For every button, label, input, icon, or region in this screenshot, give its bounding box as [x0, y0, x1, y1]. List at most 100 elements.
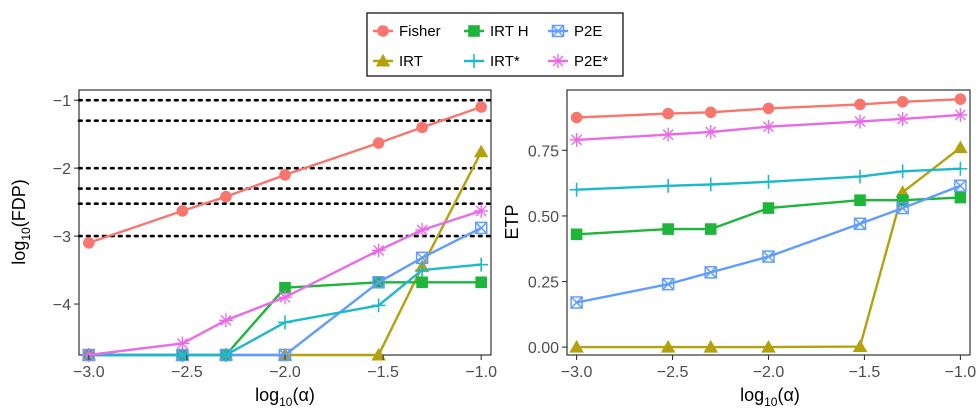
etp-series-irt-h: [570, 191, 967, 241]
etp-point-irt-h: [896, 194, 909, 206]
fdp-point-p2e-star: [278, 290, 292, 305]
etp-series-p2e: [570, 179, 967, 309]
fdp-point-p2e-star: [175, 336, 190, 351]
etp-point-irt: [953, 140, 968, 154]
fdp-series-irt-star: [81, 257, 489, 362]
etp-point-p2e-star: [761, 119, 776, 134]
etp-point-irt: [703, 339, 718, 353]
fdp-point-fisher: [372, 137, 385, 149]
fdp-point-irt-star: [278, 315, 292, 330]
fdp-y-axis-title: log10(FDP): [9, 179, 33, 264]
etp-panel: −3.0 −2.5 −2.0 −1.5 −1.0 0.00 0.25 0.50 0.75 lo…: [502, 89, 976, 409]
fdp-plot-frame: [78, 89, 492, 356]
etp-point-fisher: [570, 111, 583, 124]
etp-y-tick-label: 0.00: [528, 340, 559, 357]
etp-point-irt-star: [761, 174, 776, 189]
etp-point-fisher: [896, 96, 909, 108]
fdp-series: [81, 101, 489, 362]
etp-point-p2e-star: [703, 125, 718, 139]
fdp-y-ticks: −4 −3 −2 −1: [53, 93, 79, 314]
fdp-x-tick-label: −2.5: [171, 364, 203, 381]
etp-point-p2e: [570, 296, 583, 309]
etp-x-tick-label: −2.5: [657, 364, 689, 381]
legend-key-marker: [551, 54, 565, 68]
etp-series-irt: [569, 140, 968, 353]
legend-label: Fisher: [399, 23, 441, 40]
etp-point-irt: [569, 339, 584, 353]
fdp-y-tick-label: −3: [53, 229, 71, 246]
fdp-x-ticks: −3.0 −2.5 −2.0 −1.5 −1.0: [73, 355, 497, 381]
etp-point-p2e: [762, 250, 775, 263]
fdp-y-tick-label: −2: [53, 161, 71, 178]
etp-series-p2e-star: [569, 107, 968, 147]
legend-item-p2e: P2E: [548, 23, 602, 40]
fdp-point-p2e-star: [474, 203, 489, 218]
fdp-x-tick-label: −3.0: [73, 364, 105, 381]
etp-point-p2e: [704, 266, 717, 279]
etp-point-irt-star: [853, 169, 867, 184]
etp-point-p2e-star: [895, 111, 910, 126]
etp-point-irt-star: [661, 178, 676, 193]
fdp-y-tick-label: −1: [53, 93, 71, 110]
etp-point-irt-star: [895, 164, 910, 179]
fdp-point-fisher: [416, 121, 428, 134]
etp-y-axis-title: ETP: [502, 204, 522, 239]
etp-x-axis-title: log10(α): [740, 385, 800, 409]
fdp-point-irt-star: [371, 298, 386, 313]
legend-item-irt-star: IRT*: [464, 53, 520, 70]
fdp-series-fisher: [83, 101, 487, 249]
legend-label: IRT*: [490, 53, 520, 70]
etp-y-tick-label: 0.75: [528, 143, 559, 160]
etp-y-tick-label: 0.25: [528, 275, 559, 292]
etp-point-irt-h: [662, 223, 674, 235]
etp-point-fisher: [762, 102, 775, 115]
legend-key-marker: [377, 25, 389, 37]
fdp-point-p2e-star: [415, 223, 430, 237]
fdp-reference-lines: [77, 98, 493, 238]
etp-point-irt: [761, 339, 776, 353]
fdp-point-irt-h: [279, 281, 291, 294]
fdp-y-tick-label: −4: [53, 297, 71, 314]
etp-point-fisher: [662, 107, 674, 120]
fdp-point-p2e: [372, 276, 385, 289]
legend-item-irt-h: IRT H: [464, 23, 529, 40]
fdp-point-irt-h: [416, 276, 428, 289]
fdp-panel: −3.0 −2.5 −2.0 −1.5 −1.0 −4 −3 −2 −1 log10(α) l…: [9, 89, 497, 409]
etp-point-p2e-star: [661, 127, 676, 142]
fdp-point-irt-star: [415, 263, 430, 278]
fdp-x-tick-label: −2.0: [269, 364, 301, 381]
fdp-point-p2e: [474, 221, 488, 235]
etp-point-irt-star: [703, 177, 718, 192]
legend-key-marker: [551, 24, 565, 38]
fdp-x-tick-label: −1.0: [465, 364, 497, 381]
etp-point-irt-star: [953, 161, 968, 176]
etp-point-p2e-star: [853, 114, 867, 129]
fdp-point-fisher: [220, 190, 232, 203]
fdp-point-irt-star: [474, 257, 489, 272]
legend-label: IRT: [399, 53, 423, 70]
fdp-point-irt: [473, 144, 489, 158]
etp-y-tick-label: 0.50: [528, 209, 559, 226]
legend-key-marker: [468, 25, 480, 37]
etp-point-p2e: [954, 179, 967, 193]
fdp-point-fisher: [83, 237, 95, 249]
legend: Fisher IRT H P2E IRT IRT* P2E*: [366, 12, 624, 77]
legend-label: IRT H: [490, 23, 529, 40]
etp-point-irt-h: [854, 194, 866, 206]
fdp-point-p2e-star: [218, 313, 233, 328]
etp-x-tick-label: −1.0: [945, 364, 976, 381]
etp-point-p2e: [661, 277, 675, 291]
etp-y-ticks: 0.00 0.25 0.50 0.75: [528, 143, 567, 357]
fdp-x-axis-title: log10(α): [255, 385, 315, 409]
etp-point-fisher: [704, 106, 717, 119]
etp-point-fisher: [954, 93, 967, 105]
etp-x-tick-label: −2.0: [753, 364, 785, 381]
legend-item-fisher: Fisher: [373, 23, 441, 40]
fdp-point-fisher: [475, 101, 487, 113]
legend-label: P2E: [574, 23, 602, 40]
legend-box: [366, 12, 624, 77]
fdp-series-p2e-star: [81, 203, 489, 362]
etp-x-ticks: −3.0 −2.5 −2.0 −1.5 −1.0: [561, 355, 976, 381]
etp-point-irt-h: [954, 191, 967, 204]
